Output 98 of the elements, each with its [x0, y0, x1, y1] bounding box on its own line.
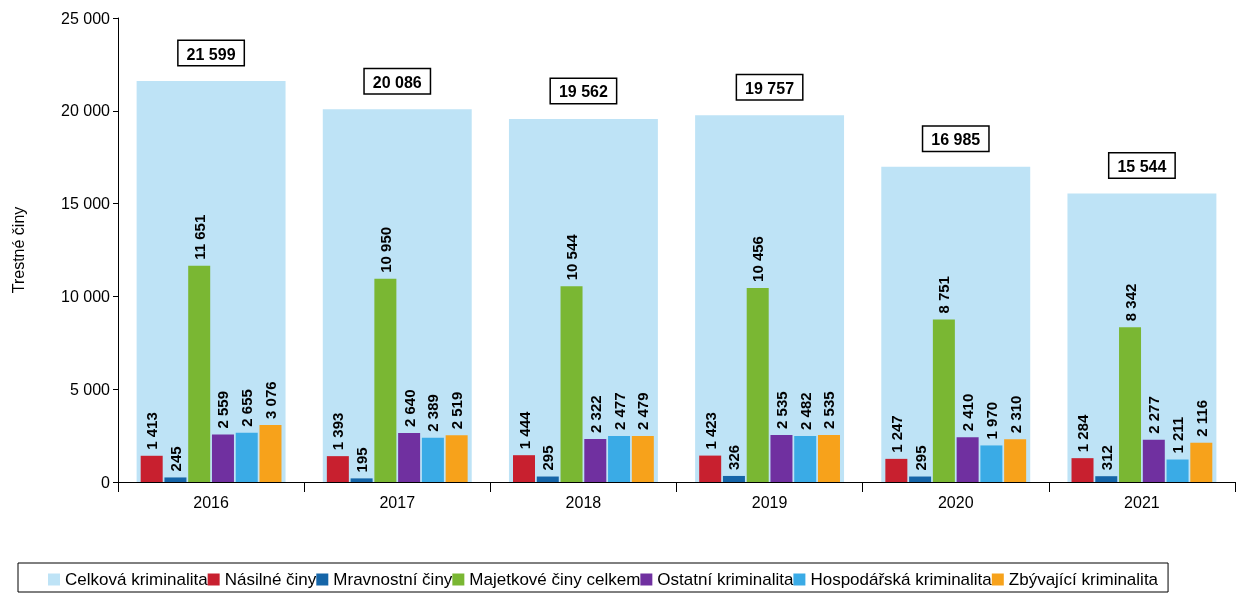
x-tick-label: 2016 — [193, 493, 229, 511]
y-tick-label: 20 000 — [61, 102, 111, 120]
bar — [374, 278, 397, 482]
y-tick-label: 25 000 — [61, 9, 111, 27]
legend-label: Násilné činy — [224, 570, 317, 589]
y-tick-label: 0 — [101, 473, 111, 491]
data-label: 326 — [725, 444, 743, 470]
bar — [1004, 439, 1027, 482]
bar — [980, 445, 1003, 482]
data-label: 3 076 — [261, 381, 279, 419]
data-label: 295 — [539, 445, 557, 471]
y-tick-label: 5 000 — [69, 380, 111, 398]
data-label: 10 544 — [563, 233, 581, 281]
x-tick-label: 2019 — [751, 493, 788, 511]
bar — [1190, 442, 1213, 482]
data-label: 2 116 — [1192, 400, 1210, 437]
data-label: 20 086 — [372, 73, 422, 91]
data-label: 2 655 — [238, 389, 256, 427]
data-label: 16 985 — [931, 131, 981, 149]
legend-label: Hospodářská kriminalita — [810, 570, 993, 589]
bar — [350, 478, 373, 482]
data-label: 312 — [1097, 445, 1115, 471]
bar — [445, 435, 468, 482]
legend-label: Celková kriminalita — [65, 570, 209, 589]
data-label: 1 393 — [329, 412, 347, 451]
legend-label: Mravnostní činy — [333, 570, 453, 589]
bar — [560, 286, 583, 482]
bar — [932, 319, 955, 482]
x-tick-label: 2017 — [379, 493, 416, 511]
data-label: 19 757 — [745, 79, 795, 97]
y-tick-label: 15 000 — [61, 195, 111, 213]
bar — [631, 435, 654, 482]
x-tick-label: 2020 — [937, 493, 974, 511]
bar — [513, 455, 536, 482]
data-label: 195 — [353, 447, 371, 473]
bar — [164, 477, 187, 482]
x-tick-label: 2018 — [565, 493, 602, 511]
data-label: 8 342 — [1121, 283, 1139, 322]
bar — [817, 434, 840, 482]
data-label: 2 519 — [448, 391, 466, 430]
data-label: 2 310 — [1006, 395, 1024, 434]
data-label: 1 247 — [887, 415, 905, 453]
data-label: 2 535 — [772, 391, 790, 429]
y-tick-label: 10 000 — [61, 287, 111, 305]
bar — [746, 287, 769, 482]
bar — [536, 476, 559, 482]
data-label: 2 477 — [610, 392, 628, 431]
bar — [956, 437, 979, 482]
bar — [259, 424, 282, 482]
x-tick-label: 2021 — [1124, 493, 1160, 511]
bar — [885, 458, 908, 482]
bar — [699, 455, 722, 482]
bar — [722, 475, 745, 482]
data-label: 1 423 — [701, 412, 719, 450]
bar — [1166, 459, 1189, 482]
data-label: 295 — [911, 445, 929, 471]
data-label: 2 410 — [959, 393, 977, 432]
data-label: 19 562 — [558, 83, 608, 101]
data-label: 2 389 — [424, 394, 442, 432]
data-label: 2 277 — [1145, 396, 1163, 434]
bar — [584, 438, 607, 482]
data-label: 11 651 — [190, 214, 208, 260]
bar — [326, 456, 349, 482]
bar — [909, 476, 932, 482]
bar — [794, 435, 817, 482]
legend-label: Ostatní kriminalita — [657, 570, 794, 589]
bar — [421, 437, 444, 482]
bar — [1095, 476, 1118, 482]
data-label: 1 970 — [982, 401, 1000, 440]
legend-label: Majetkové činy celkem — [469, 570, 641, 589]
data-label: 1 211 — [1169, 416, 1187, 454]
data-label: 2 640 — [400, 389, 418, 427]
bar — [1142, 439, 1165, 482]
y-axis-title: Trestné činy — [9, 206, 27, 294]
data-label: 2 479 — [634, 392, 652, 430]
bar — [398, 433, 421, 482]
bar — [140, 455, 163, 482]
bar — [608, 436, 631, 482]
legend-label: Zbývající kriminalita — [1008, 570, 1159, 589]
bar — [770, 434, 793, 482]
data-label: 245 — [166, 446, 184, 472]
data-label: 2 322 — [586, 395, 604, 433]
data-label: 15 544 — [1117, 158, 1167, 175]
bar — [1119, 327, 1142, 482]
bar — [235, 432, 258, 482]
data-label: 1 413 — [143, 412, 161, 450]
data-label: 1 444 — [515, 411, 533, 450]
data-label: 2 559 — [214, 390, 232, 429]
data-label: 21 599 — [186, 45, 236, 63]
data-label: 8 751 — [935, 276, 953, 314]
data-label: 2 535 — [820, 391, 838, 429]
data-label: 1 284 — [1074, 413, 1092, 453]
data-label: 10 456 — [749, 236, 767, 282]
bar — [188, 265, 211, 482]
bar — [211, 434, 234, 482]
bar — [1071, 458, 1094, 482]
data-label: 2 482 — [796, 392, 814, 430]
data-label: 10 950 — [376, 226, 394, 273]
